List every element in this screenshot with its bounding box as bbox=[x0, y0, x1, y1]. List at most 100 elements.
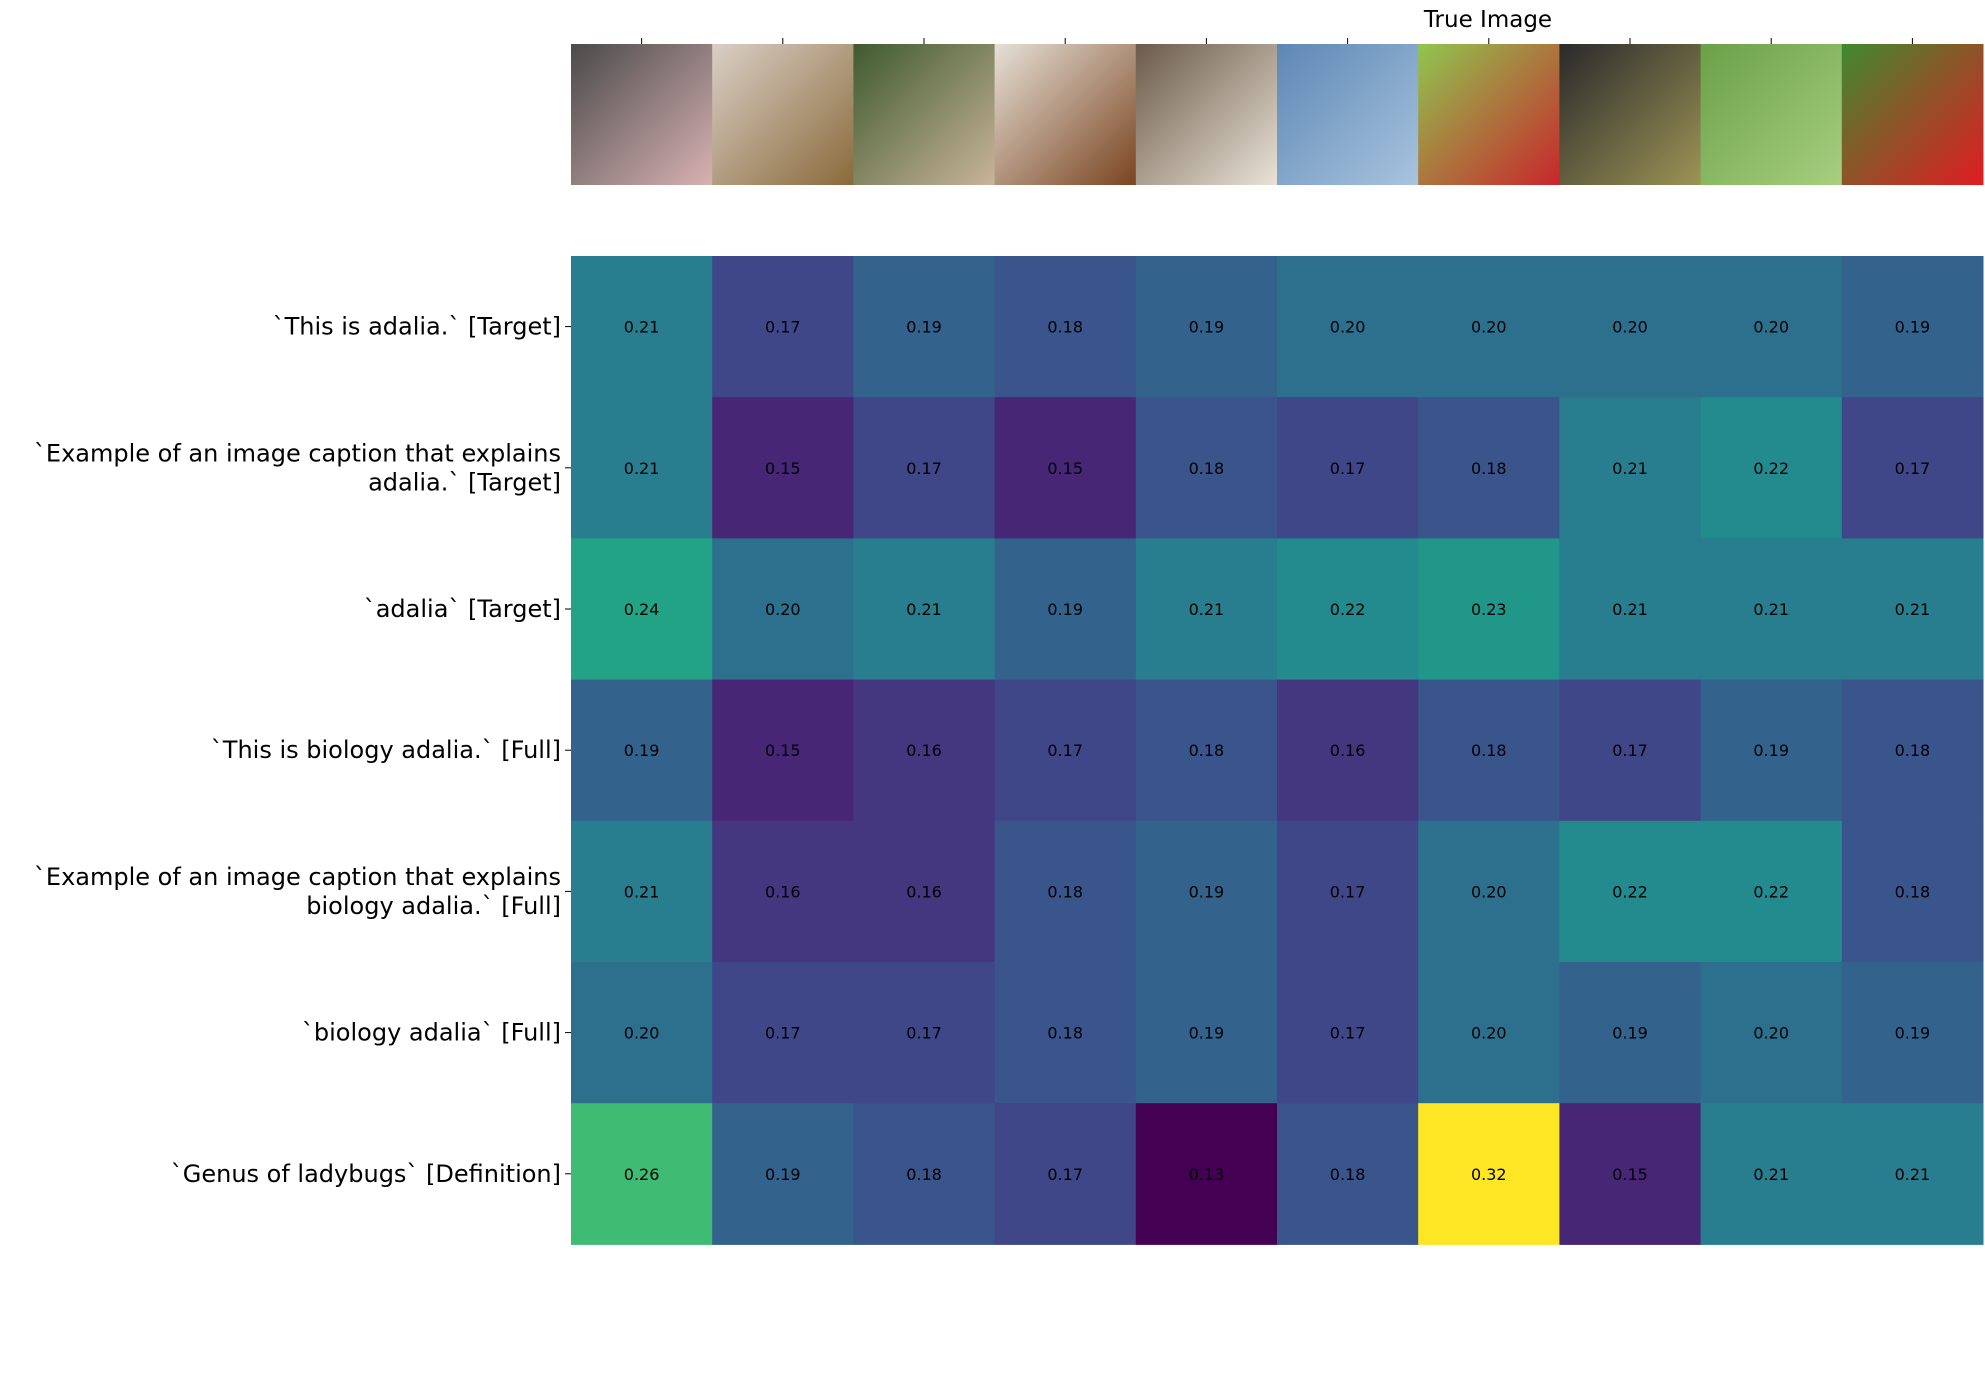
cell-value-label: 0.19 bbox=[906, 318, 942, 337]
cell-value-label: 0.17 bbox=[765, 1024, 801, 1043]
heatmap-cell bbox=[571, 1103, 713, 1245]
heatmap-cell bbox=[1841, 538, 1984, 681]
cell-value-label: 0.17 bbox=[1330, 1024, 1366, 1043]
heatmap-cell bbox=[1135, 962, 1278, 1104]
cell-value-label: 0.18 bbox=[1047, 318, 1083, 337]
needle-tip-photo-icon bbox=[571, 44, 713, 185]
heatmap-cell bbox=[1418, 962, 1560, 1104]
cell-value-label: 0.15 bbox=[1047, 459, 1083, 478]
cell-value-label: 0.15 bbox=[1612, 1165, 1648, 1184]
heatmap-cells: 0.21 0.17 0.19 0.18 0.19 0.20 0.20 0.20 0.20 0.19… bbox=[571, 256, 1984, 1245]
heatmap-cell bbox=[712, 962, 854, 1104]
cell-value-label: 0.16 bbox=[906, 882, 942, 901]
heatmap-cell bbox=[1277, 538, 1419, 681]
cell-value-label: 0.18 bbox=[1895, 741, 1931, 760]
cell-value-label: 0.17 bbox=[1047, 1165, 1083, 1184]
heatmap-cell bbox=[1135, 538, 1278, 681]
heatmap-cell bbox=[1277, 820, 1419, 963]
cell-value-label: 0.21 bbox=[624, 318, 660, 337]
row-label: `Example of an image caption that explai… bbox=[34, 439, 561, 467]
row-label: `This is biology adalia.` [Full] bbox=[211, 736, 561, 764]
cell-value-label: 0.21 bbox=[906, 600, 942, 619]
cell-value-label: 0.18 bbox=[1047, 1024, 1083, 1043]
heatmap-cell bbox=[853, 962, 996, 1104]
cell-value-label: 0.17 bbox=[906, 1024, 942, 1043]
city-collage-photo-icon bbox=[1277, 44, 1419, 185]
heatmap-cell bbox=[853, 1103, 996, 1245]
image-thumbnails bbox=[571, 38, 1984, 185]
cell-value-label: 0.23 bbox=[1471, 600, 1507, 619]
shrub-photo-icon bbox=[1700, 44, 1843, 185]
cell-value-label: 0.18 bbox=[1330, 1165, 1366, 1184]
row-label: `Genus of ladybugs` [Definition] bbox=[171, 1160, 561, 1188]
cell-value-label: 0.19 bbox=[1047, 600, 1083, 619]
heatmap-cell bbox=[1700, 1103, 1843, 1245]
cell-value-label: 0.19 bbox=[1189, 882, 1225, 901]
cell-value-label: 0.26 bbox=[624, 1165, 660, 1184]
heatmap-cell bbox=[1700, 962, 1843, 1104]
dragonfly-photo-icon bbox=[712, 44, 854, 185]
heatmap-cell bbox=[1700, 538, 1843, 681]
heatmap-cell bbox=[853, 256, 996, 398]
cell-value-label: 0.16 bbox=[1330, 741, 1366, 760]
cell-value-label: 0.18 bbox=[1189, 459, 1225, 478]
cell-value-label: 0.20 bbox=[1471, 1024, 1507, 1043]
cell-value-label: 0.17 bbox=[1895, 459, 1931, 478]
cell-value-label: 0.20 bbox=[624, 1024, 660, 1043]
heatmap-cell bbox=[1559, 538, 1702, 681]
heatmap-cell bbox=[1841, 679, 1984, 822]
cell-value-label: 0.19 bbox=[624, 741, 660, 760]
cell-value-label: 0.20 bbox=[1471, 318, 1507, 337]
heatmap-cell bbox=[1700, 256, 1843, 398]
cell-value-label: 0.18 bbox=[1471, 741, 1507, 760]
heatmap-cell bbox=[1418, 1103, 1560, 1245]
heatmap-cell bbox=[712, 538, 854, 681]
cell-value-label: 0.19 bbox=[1189, 318, 1225, 337]
cell-value-label: 0.18 bbox=[1189, 741, 1225, 760]
heatmap-cell bbox=[1559, 256, 1702, 398]
heatmap-cell bbox=[1135, 397, 1278, 539]
cell-value-label: 0.21 bbox=[1753, 600, 1789, 619]
cell-value-label: 0.17 bbox=[765, 318, 801, 337]
heatmap-cell bbox=[571, 820, 713, 963]
cell-value-label: 0.17 bbox=[1330, 882, 1366, 901]
cell-value-label: 0.19 bbox=[1895, 318, 1931, 337]
cell-value-label: 0.18 bbox=[1047, 882, 1083, 901]
row-label: `This is adalia.` [Target] bbox=[273, 313, 561, 341]
cell-value-label: 0.21 bbox=[624, 459, 660, 478]
heatmap-cell bbox=[1135, 256, 1278, 398]
row-label: `Example of an image caption that explai… bbox=[34, 863, 561, 891]
cell-value-label: 0.21 bbox=[1612, 600, 1648, 619]
heatmap-cell bbox=[1418, 256, 1560, 398]
heatmap-cell bbox=[571, 538, 713, 681]
heatmap-cell bbox=[994, 256, 1137, 398]
cell-value-label: 0.16 bbox=[906, 741, 942, 760]
animal-in-cage-photo-icon bbox=[1559, 44, 1702, 185]
cell-value-label: 0.20 bbox=[1330, 318, 1366, 337]
heatmap-cell bbox=[1135, 1103, 1278, 1245]
cell-value-label: 0.16 bbox=[765, 882, 801, 901]
heatmap-cell bbox=[1841, 1103, 1984, 1245]
heatmap-cell bbox=[853, 820, 996, 963]
heatmap-cell bbox=[994, 1103, 1137, 1245]
heatmap-cell bbox=[1277, 962, 1419, 1104]
heatmap-cell bbox=[571, 397, 713, 539]
heatmap-cell bbox=[712, 820, 854, 963]
heatmap-cell bbox=[994, 962, 1137, 1104]
heatmap-cell bbox=[1559, 1103, 1702, 1245]
heatmap-cell bbox=[1418, 397, 1560, 539]
cell-value-label: 0.19 bbox=[1189, 1024, 1225, 1043]
cell-value-label: 0.22 bbox=[1612, 882, 1648, 901]
heatmap-cell bbox=[1559, 679, 1702, 822]
cell-value-label: 0.21 bbox=[1895, 600, 1931, 619]
row-label: biology adalia.` [Full] bbox=[306, 892, 561, 920]
cell-value-label: 0.21 bbox=[1189, 600, 1225, 619]
row-label: `adalia` [Target] bbox=[364, 595, 561, 623]
heatmap-cell bbox=[712, 679, 854, 822]
cell-value-label: 0.19 bbox=[1753, 741, 1789, 760]
heatmap-cell bbox=[853, 538, 996, 681]
heatmap-cell bbox=[1700, 820, 1843, 963]
cell-value-label: 0.13 bbox=[1189, 1165, 1225, 1184]
heatmap-cell bbox=[853, 679, 996, 822]
